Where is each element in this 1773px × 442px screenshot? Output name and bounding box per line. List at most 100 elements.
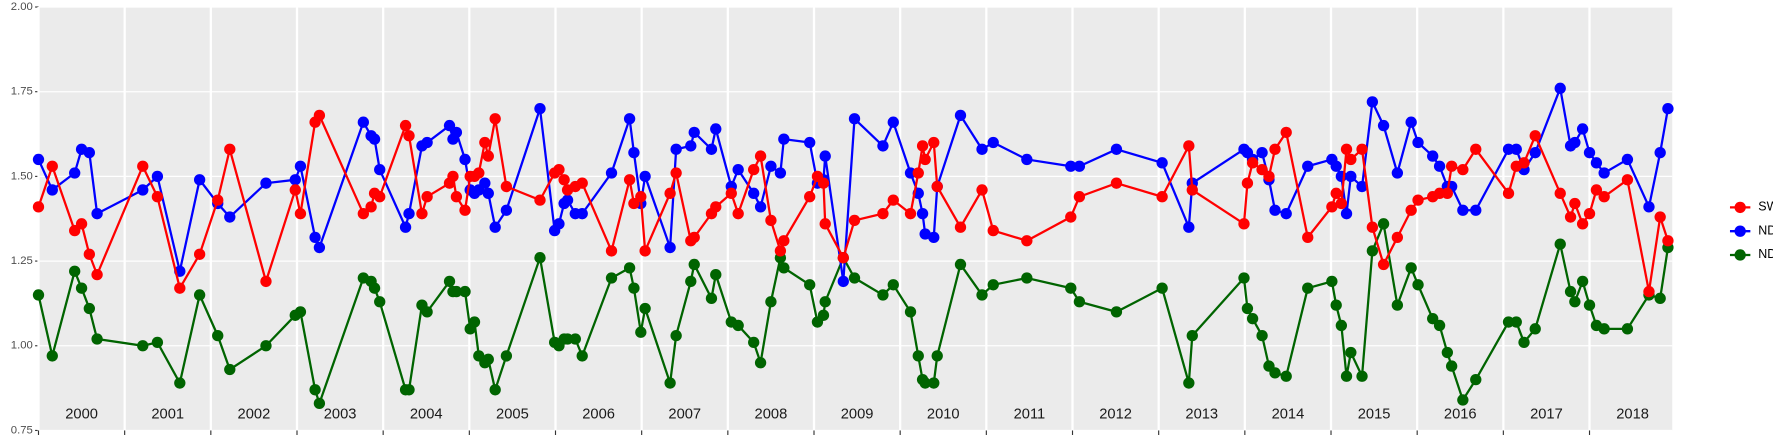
data-point: [748, 187, 760, 199]
data-point: [1366, 221, 1379, 233]
data-point: [928, 231, 940, 244]
data-point: [754, 150, 767, 162]
data-point: [1021, 235, 1033, 247]
data-point: [193, 174, 206, 186]
data-point: [75, 282, 88, 294]
data-point: [313, 241, 326, 254]
data-point: [1654, 211, 1666, 223]
data-point: [313, 397, 326, 410]
year-label: 2008: [755, 406, 788, 422]
data-point: [553, 218, 565, 230]
year-label: 2004: [410, 406, 443, 422]
data-point: [688, 231, 700, 244]
data-point: [887, 116, 899, 128]
data-point: [1021, 272, 1033, 284]
data-point: [174, 377, 186, 389]
data-point: [1246, 313, 1259, 325]
data-point: [224, 363, 236, 376]
data-point: [1441, 187, 1453, 199]
data-point: [32, 289, 45, 301]
data-point: [623, 113, 636, 125]
data-point: [137, 160, 149, 172]
data-point: [1445, 160, 1458, 172]
data-point: [732, 319, 744, 332]
data-point: [482, 353, 494, 365]
data-point: [819, 218, 831, 230]
data-point: [705, 143, 718, 155]
data-point: [1302, 231, 1314, 244]
data-point: [1405, 116, 1417, 128]
data-point: [1366, 96, 1379, 108]
data-point: [1356, 180, 1368, 193]
data-point: [605, 272, 618, 284]
data-point: [482, 150, 494, 162]
data-point: [1590, 157, 1603, 169]
data-point: [1280, 370, 1292, 382]
data-point: [1445, 360, 1458, 372]
data-point: [1238, 218, 1250, 230]
data-point: [447, 170, 459, 183]
data-point: [804, 191, 816, 203]
data-point: [1340, 370, 1353, 382]
data-point: [1183, 140, 1195, 152]
data-point: [32, 201, 45, 213]
data-point: [848, 272, 861, 284]
data-point: [1564, 211, 1577, 223]
series: [32, 109, 1674, 298]
data-point: [1246, 157, 1259, 169]
data-point: [569, 333, 581, 345]
year-label: 2011: [1014, 406, 1046, 422]
data-point: [576, 350, 588, 362]
data-point: [1340, 143, 1353, 155]
data-point: [443, 275, 456, 288]
year-label: 2003: [324, 406, 357, 422]
y-tick-label: 2.00: [11, 1, 33, 13]
data-point: [1583, 207, 1596, 220]
data-point: [1366, 245, 1379, 257]
data-point: [623, 262, 636, 274]
data-point: [500, 180, 513, 193]
data-point: [1518, 157, 1530, 169]
data-point: [1302, 160, 1314, 172]
data-point: [368, 282, 381, 294]
data-point: [1583, 299, 1596, 311]
data-point: [46, 160, 58, 172]
data-point: [1073, 160, 1086, 172]
data-point: [1554, 238, 1566, 250]
data-point: [1654, 292, 1666, 305]
data-point: [1569, 296, 1581, 308]
data-point: [1564, 285, 1577, 298]
data-point: [1326, 275, 1338, 288]
data-point: [399, 221, 412, 233]
data-point: [1518, 336, 1530, 349]
data-point: [479, 177, 491, 189]
data-point: [877, 289, 889, 301]
data-point: [639, 170, 651, 183]
legend-marker: [1734, 249, 1746, 261]
data-point: [534, 252, 546, 264]
data-point: [1156, 157, 1168, 169]
data-point: [83, 248, 95, 260]
data-point: [817, 177, 830, 189]
data-point: [670, 329, 682, 342]
data-point: [1598, 191, 1610, 203]
data-point: [685, 140, 697, 152]
data-point: [260, 340, 272, 352]
data-point: [778, 262, 790, 274]
data-point: [1241, 177, 1254, 189]
data-point: [482, 187, 494, 199]
data-point: [1269, 367, 1281, 379]
data-point: [1470, 204, 1482, 216]
data-point: [558, 174, 570, 186]
data-point: [1470, 373, 1482, 386]
data-point: [151, 191, 164, 203]
data-point: [774, 245, 787, 257]
legend-label: NDVI: [1758, 223, 1773, 237]
data-point: [1280, 126, 1292, 139]
data-point: [1238, 272, 1250, 284]
data-point: [725, 187, 737, 199]
data-point: [837, 275, 849, 288]
data-point: [416, 207, 428, 220]
data-point: [778, 235, 790, 247]
